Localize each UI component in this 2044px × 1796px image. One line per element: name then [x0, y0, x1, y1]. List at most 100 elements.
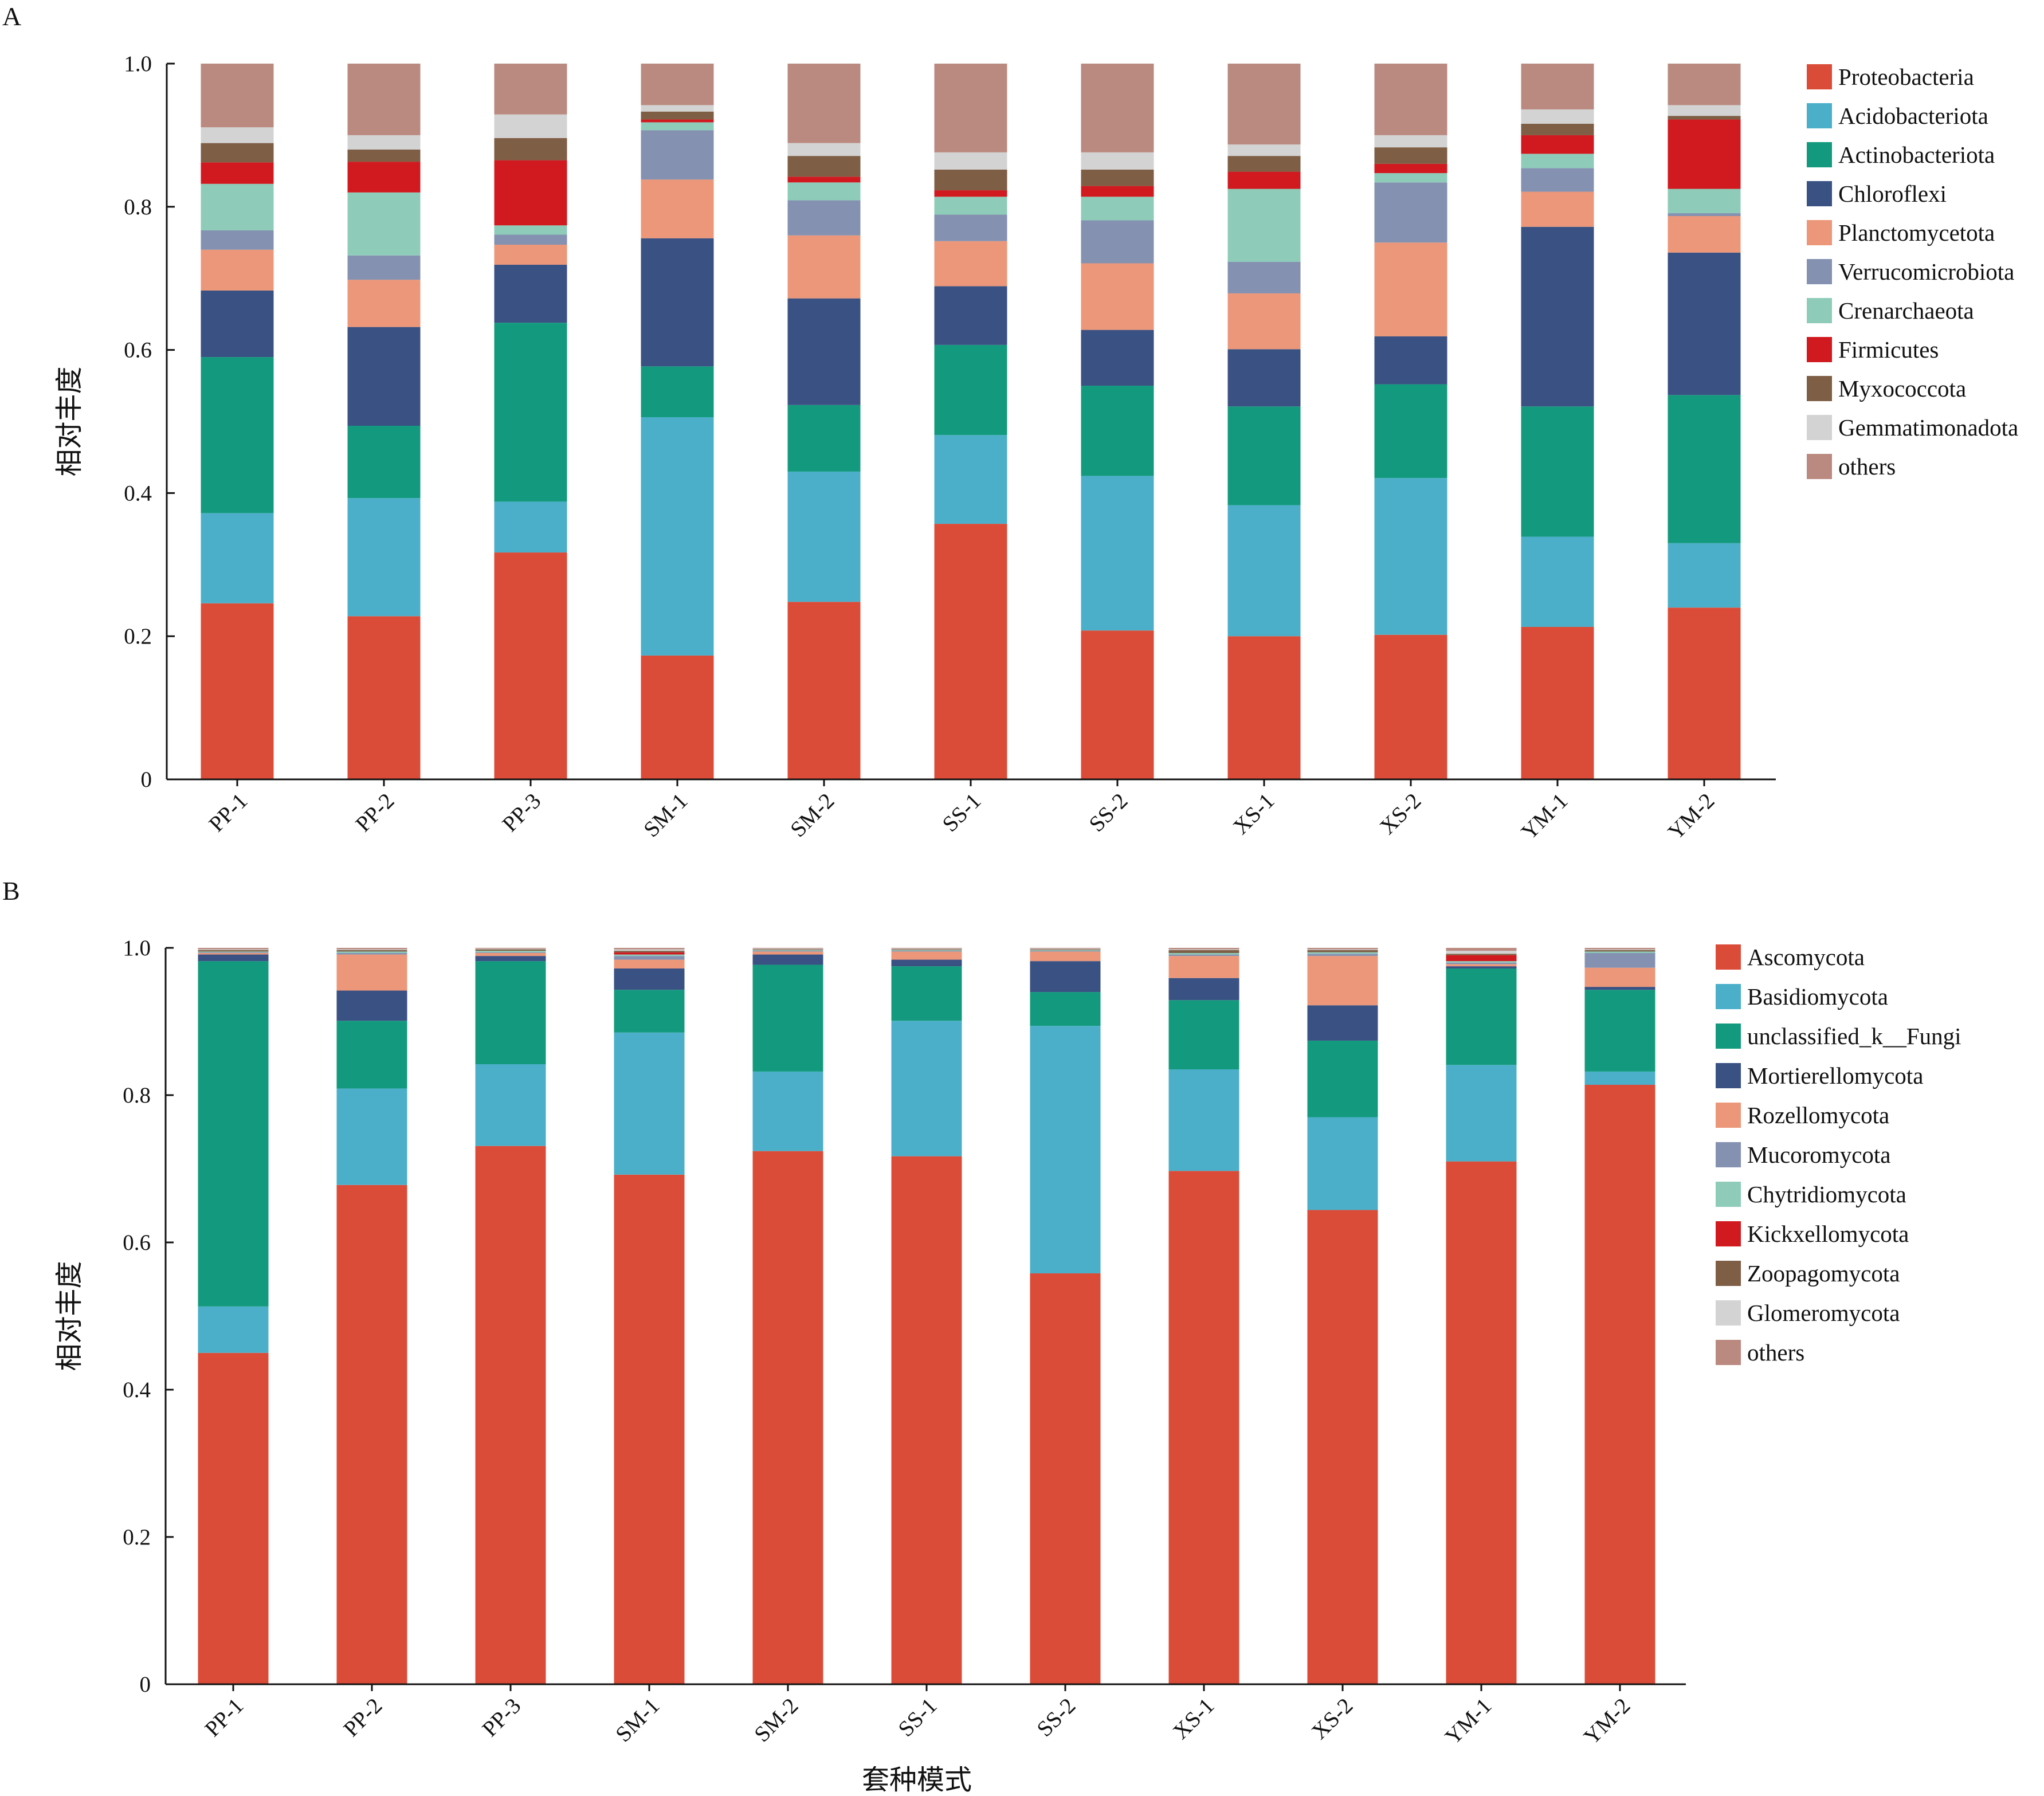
bar-segment-PP-3-Rozellomycota — [475, 952, 546, 956]
legend-swatch-Acidobacteriota — [1807, 103, 1832, 128]
x-tick-label: SM-1 — [611, 1693, 664, 1747]
bar-segment-XS-2-others — [1307, 948, 1378, 950]
bar-segment-SS-2-Crenarchaeota — [1081, 197, 1154, 221]
bar-segment-XS-2-Acidobacteriota — [1374, 478, 1447, 635]
bar-segment-PP-2-others — [347, 64, 421, 135]
bar-segment-PP-1-Basidiomycota — [198, 1306, 269, 1353]
bar-segment-SM-1-Planctomycetota — [641, 179, 714, 238]
panel-label-a: A — [2, 2, 21, 31]
bar-segment-XS-1-unclassified_k__Fungi — [1168, 1000, 1239, 1070]
bar-segment-YM-2-Crenarchaeota — [1668, 189, 1741, 214]
x-tick-label: PP-3 — [497, 789, 546, 837]
bar-segment-YM-2-Acidobacteriota — [1668, 543, 1741, 608]
legend-label: Verrucomicrobiota — [1838, 258, 2014, 285]
bar-segment-SM-1-Chytridiomycota — [614, 954, 685, 956]
bar-segment-YM-1-Crenarchaeota — [1521, 154, 1594, 168]
bar-segment-XS-1-Chloroflexi — [1227, 349, 1301, 407]
bar-segment-PP-3-Gemmatimonadota — [494, 114, 567, 138]
x-tick-label: PP-3 — [477, 1693, 525, 1742]
bar-segment-SM-1-Firmicutes — [641, 119, 714, 123]
legend-label: Basidiomycota — [1747, 983, 1888, 1010]
y-tick-label: 0.6 — [124, 338, 152, 363]
bar-segment-SS-1-Ascomycota — [891, 1156, 962, 1684]
bar-segment-PP-2-Chytridiomycota — [336, 951, 407, 953]
bar-segment-YM-1-Ascomycota — [1446, 1161, 1517, 1684]
bar-segment-YM-2-Chloroflexi — [1668, 252, 1741, 395]
legend-label: Crenarchaeota — [1838, 297, 1974, 324]
bar-segment-YM-2-others — [1668, 64, 1741, 105]
bar-segment-PP-1-others — [201, 64, 274, 128]
legend-label: Firmicutes — [1838, 336, 1939, 363]
bar-segment-YM-2-Firmicutes — [1668, 119, 1741, 189]
bar-segment-YM-2-unclassified_k__Fungi — [1584, 990, 1655, 1072]
bar-segment-SM-2-Gemmatimonadota — [787, 143, 861, 156]
bar-segment-XS-2-Rozellomycota — [1307, 956, 1378, 1006]
legend-swatch-Chloroflexi — [1807, 181, 1832, 206]
bar-segment-XS-2-others — [1374, 64, 1447, 135]
x-tick-label: YM-2 — [1579, 1693, 1635, 1750]
bar-segment-SS-1-Firmicutes — [934, 190, 1007, 197]
bar-segment-SS-2-Ascomycota — [1030, 1273, 1101, 1684]
bar-segment-YM-1-Glomeromycota — [1446, 951, 1517, 954]
bar-segment-YM-2-Rozellomycota — [1584, 967, 1655, 987]
bar-segment-XS-1-Myxococcota — [1227, 156, 1301, 172]
bar-segment-PP-2-Mortierellomycota — [336, 990, 407, 1021]
bar-segment-SM-1-Mortierellomycota — [614, 968, 685, 990]
x-tick-label: PP-2 — [339, 1693, 387, 1742]
bar-segment-PP-3-Basidiomycota — [475, 1064, 546, 1146]
bar-segment-SM-1-Verrucomicrobiota — [641, 130, 714, 180]
bar-segment-YM-1-Gemmatimonadota — [1521, 109, 1594, 124]
bar-segment-XS-1-Acidobacteriota — [1227, 505, 1301, 637]
bar-segment-PP-3-Firmicutes — [494, 160, 567, 226]
bar-segment-SS-2-others — [1081, 64, 1154, 152]
bar-segment-SS-2-Myxococcota — [1081, 169, 1154, 186]
bar-segment-SM-2-Myxococcota — [787, 156, 861, 177]
bar-segment-PP-3-Actinobacteriota — [494, 323, 567, 502]
bar-segment-XS-2-Firmicutes — [1374, 163, 1447, 174]
legend-label: Ascomycota — [1747, 944, 1865, 970]
bar-segment-PP-2-Verrucomicrobiota — [347, 255, 421, 280]
bar-segment-YM-1-Zoopagomycota — [1446, 954, 1517, 955]
bar-segment-PP-1-Verrucomicrobiota — [201, 230, 274, 250]
bar-segment-SM-1-Gemmatimonadota — [641, 105, 714, 112]
y-tick-label: 0.8 — [124, 195, 152, 219]
bar-segment-SM-2-Proteobacteria — [787, 602, 861, 779]
x-tick-label: SS-1 — [937, 789, 986, 837]
bar-segment-SM-2-Basidiomycota — [752, 1071, 823, 1151]
bar-segment-PP-3-unclassified_k__Fungi — [475, 961, 546, 1065]
x-tick-label: SS-2 — [1084, 789, 1132, 837]
bar-segment-SS-1-Chloroflexi — [934, 286, 1007, 345]
bar-segment-XS-2-Basidiomycota — [1307, 1117, 1378, 1210]
bar-segment-PP-2-Actinobacteriota — [347, 425, 421, 499]
bar-segment-PP-3-Ascomycota — [475, 1146, 546, 1684]
bar-segment-XS-2-Zoopagomycota — [1307, 950, 1378, 952]
bar-segment-SM-1-Rozellomycota — [614, 959, 685, 968]
x-axis-label: 套种模式 — [862, 1764, 972, 1796]
legend-swatch-Crenarchaeota — [1807, 298, 1832, 323]
y-tick-label: 0.2 — [124, 624, 152, 649]
bar-segment-SM-2-Crenarchaeota — [787, 182, 861, 201]
legend-swatch-Mucoromycota — [1716, 1142, 1741, 1167]
legend-swatch-Mortierellomycota — [1716, 1063, 1741, 1088]
bar-segment-SM-1-Kickxellomycota — [614, 952, 685, 955]
legend-label: Chloroflexi — [1838, 181, 1947, 207]
bar-segment-SS-1-others — [934, 64, 1007, 152]
bar-segment-SS-1-Planctomycetota — [934, 241, 1007, 287]
bar-segment-XS-1-Basidiomycota — [1168, 1069, 1239, 1171]
bar-segment-PP-1-Myxococcota — [201, 143, 274, 163]
bar-segment-YM-1-Actinobacteriota — [1521, 406, 1594, 537]
bar-segment-YM-2-Verrucomicrobiota — [1668, 213, 1741, 217]
bar-segment-PP-2-Crenarchaeota — [347, 192, 421, 256]
bar-segment-XS-1-Proteobacteria — [1227, 636, 1301, 779]
bar-segment-SS-2-Planctomycetota — [1081, 263, 1154, 330]
bar-segment-XS-1-Crenarchaeota — [1227, 189, 1301, 262]
bar-segment-SM-1-unclassified_k__Fungi — [614, 990, 685, 1033]
legend-swatch-Gemmatimonadota — [1807, 415, 1832, 440]
chart-a: PP-1 PP-2 PP-3 SM-1 SM-2 SS-1 SS-2 XS-1 XS-2 YM-1… — [53, 52, 2018, 845]
legend-swatch-Myxococcota — [1807, 376, 1832, 401]
x-tick-label: XS-1 — [1168, 1693, 1219, 1744]
bar-segment-SM-1-Myxococcota — [641, 111, 714, 120]
bar-segment-XS-1-Gemmatimonadota — [1227, 144, 1301, 156]
bar-segment-SS-1-unclassified_k__Fungi — [891, 966, 962, 1021]
bar-segment-PP-1-Zoopagomycota — [198, 950, 269, 952]
